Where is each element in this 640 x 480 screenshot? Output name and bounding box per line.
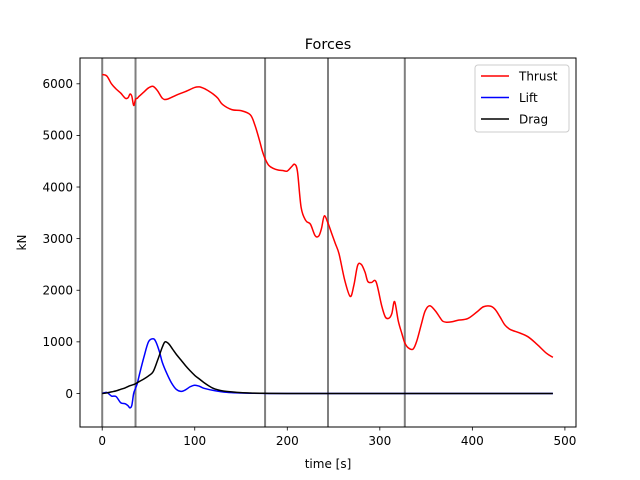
series-lines xyxy=(101,73,554,409)
x-tick-label-500: 500 xyxy=(553,434,576,448)
legend: Thrust Lift Drag xyxy=(474,64,570,133)
legend-box xyxy=(474,64,570,133)
y-tick-label-0: 0 xyxy=(65,387,73,401)
legend-label-thrust: Thrust xyxy=(518,69,558,83)
y-axis-label: kN xyxy=(15,235,29,251)
y-tick-label-5000: 5000 xyxy=(42,129,73,143)
x-axis-label: time [s] xyxy=(305,457,352,471)
x-axis-ticks: 0 100 200 300 400 500 xyxy=(98,427,576,448)
legend-label-drag: Drag xyxy=(519,112,548,126)
series-line-drag xyxy=(102,340,553,395)
y-tick-label-1000: 1000 xyxy=(42,335,73,349)
event-lines xyxy=(101,58,406,427)
y-axis-ticks: 0 1000 2000 3000 4000 5000 6000 xyxy=(42,77,80,401)
plot-frame xyxy=(79,57,577,428)
chart-title: Forces xyxy=(305,37,351,53)
x-tick-label-100: 100 xyxy=(183,434,206,448)
x-tick-label-400: 400 xyxy=(461,434,484,448)
x-tick-label-300: 300 xyxy=(368,434,391,448)
legend-label-lift: Lift xyxy=(519,91,538,105)
y-tick-label-6000: 6000 xyxy=(42,77,73,91)
y-tick-label-3000: 3000 xyxy=(42,232,73,246)
x-tick-label-200: 200 xyxy=(276,434,299,448)
y-tick-label-2000: 2000 xyxy=(42,284,73,298)
x-tick-label-0: 0 xyxy=(98,434,106,448)
y-tick-label-4000: 4000 xyxy=(42,180,73,194)
series-line-thrust xyxy=(101,73,554,358)
plot-area xyxy=(79,57,577,428)
